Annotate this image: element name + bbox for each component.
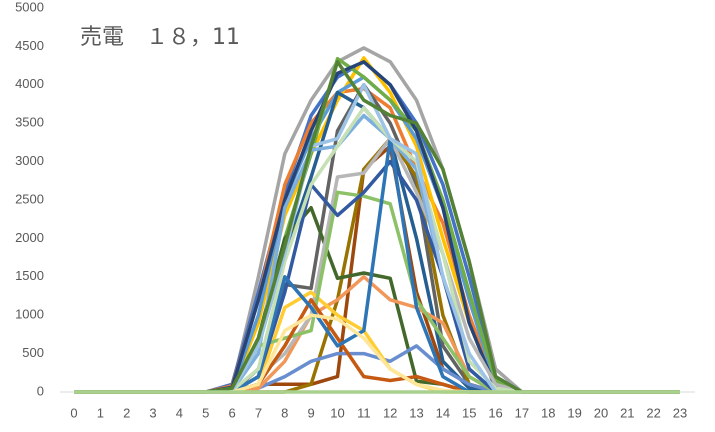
x-tick-label: 3 — [149, 405, 156, 420]
x-tick-label: 17 — [515, 405, 529, 420]
y-tick-label: 500 — [22, 345, 44, 360]
y-tick-label: 5000 — [15, 0, 44, 14]
x-tick-label: 20 — [594, 405, 608, 420]
y-tick-label: 4000 — [15, 76, 44, 91]
y-tick-label: 1000 — [15, 307, 44, 322]
x-tick-label: 21 — [620, 405, 634, 420]
x-tick-label: 14 — [436, 405, 450, 420]
x-tick-label: 2 — [123, 405, 130, 420]
x-tick-label: 22 — [646, 405, 660, 420]
y-tick-label: 2000 — [15, 230, 44, 245]
x-tick-label: 1 — [97, 405, 104, 420]
x-tick-label: 0 — [70, 405, 77, 420]
y-tick-label: 3000 — [15, 153, 44, 168]
x-tick-label: 23 — [673, 405, 687, 420]
y-tick-label: 4500 — [15, 38, 44, 53]
x-tick-label: 8 — [281, 405, 288, 420]
x-tick-label: 12 — [383, 405, 397, 420]
x-tick-label: 6 — [228, 405, 235, 420]
chart-title: 売電 １８，11 — [80, 25, 240, 50]
x-tick-label: 9 — [308, 405, 315, 420]
x-tick-label: 7 — [255, 405, 262, 420]
y-tick-label: 2500 — [15, 191, 44, 206]
x-tick-label: 4 — [176, 405, 183, 420]
y-tick-label: 0 — [37, 383, 44, 398]
x-tick-label: 5 — [202, 405, 209, 420]
y-tick-label: 1500 — [15, 268, 44, 283]
x-tick-label: 13 — [409, 405, 423, 420]
x-tick-label: 10 — [330, 405, 344, 420]
y-tick-label: 3500 — [15, 115, 44, 130]
x-tick-label: 16 — [488, 405, 502, 420]
x-tick-label: 15 — [462, 405, 476, 420]
x-tick-label: 11 — [357, 405, 371, 420]
x-tick-label: 18 — [541, 405, 555, 420]
x-tick-label: 19 — [567, 405, 581, 420]
